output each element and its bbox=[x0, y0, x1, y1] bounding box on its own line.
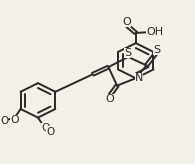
Text: O: O bbox=[122, 17, 131, 27]
Text: S: S bbox=[124, 48, 131, 58]
Text: S: S bbox=[153, 45, 160, 54]
Text: O: O bbox=[10, 115, 19, 125]
Text: O: O bbox=[0, 116, 8, 126]
Text: N: N bbox=[135, 73, 143, 83]
Text: O: O bbox=[41, 123, 50, 133]
Text: O: O bbox=[105, 94, 114, 104]
Text: O: O bbox=[46, 127, 55, 137]
Text: OH: OH bbox=[146, 27, 163, 37]
